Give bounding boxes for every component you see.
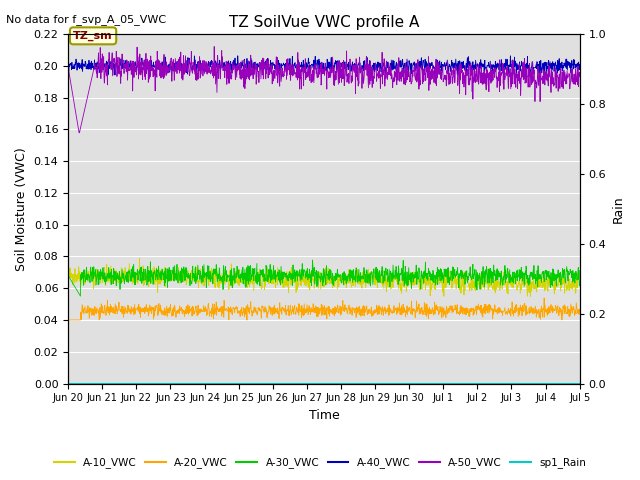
Y-axis label: Soil Moisture (VWC): Soil Moisture (VWC) [15, 147, 28, 271]
X-axis label: Time: Time [308, 409, 339, 422]
Legend: A-10_VWC, A-20_VWC, A-30_VWC, A-40_VWC, A-50_VWC, sp1_Rain: A-10_VWC, A-20_VWC, A-30_VWC, A-40_VWC, … [50, 453, 590, 472]
Y-axis label: Rain: Rain [612, 195, 625, 223]
Text: No data for f_svp_A_05_VWC: No data for f_svp_A_05_VWC [6, 14, 166, 25]
Text: TZ_sm: TZ_sm [73, 31, 113, 41]
Title: TZ SoilVue VWC profile A: TZ SoilVue VWC profile A [228, 15, 419, 30]
